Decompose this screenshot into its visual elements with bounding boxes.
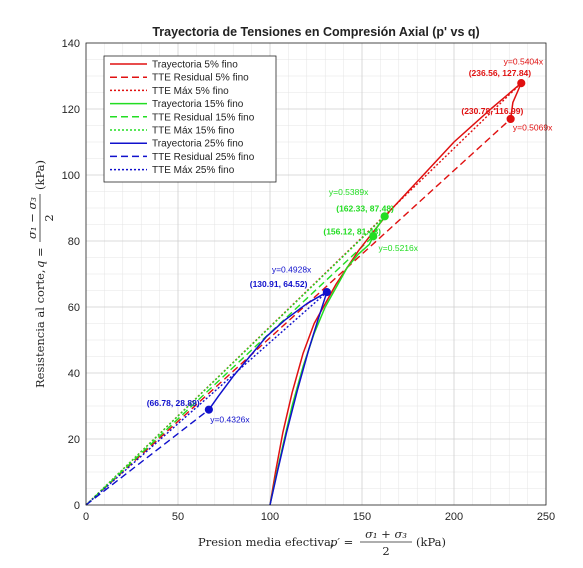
legend-entry: Trayectoria 25% fino [152,139,244,150]
series-line [85,409,210,506]
tick-labels: 0 50 100 150 200 250 0 20 40 60 80 100 120 140 [62,38,556,523]
y-axis-label-unit: (kPa) [33,160,47,190]
y-tick-label: 100 [62,170,80,182]
y-tick-label: 80 [68,236,80,248]
y-tick-label: 120 [62,104,80,116]
x-axis-label-unit: (kPa) [416,535,446,549]
y-axis-label-prefix: Resistencia al corte, [33,269,47,388]
series-line [85,118,512,506]
annotations: y=0.5404x (236.56, 127.84) (230.78, 116.99… [147,56,553,424]
x-tick-label: 150 [353,511,371,523]
y-tick-label: 20 [68,434,80,446]
data-point-marker [369,232,378,241]
plot-frame [85,42,547,506]
y-axis-label: Resistencia al corte, q = σ₁ − σ₃ 2 (kPa… [25,160,56,388]
data-label: y=0.5389x [329,187,369,197]
legend-entry: TTE Máx 15% fino [152,126,235,137]
data-point-marker [517,79,526,88]
y-tick-label: 140 [62,38,80,50]
legend-entry: TTE Residual 25% fino [152,152,255,163]
data-label: (236.56, 127.84) [469,68,532,78]
data-label: (156.12, 81.43) [323,226,381,236]
chart-title: Trayectoria de Tensiones en Compresión A… [152,25,479,39]
x-tick-label: 200 [445,511,463,523]
x-tick-label: 250 [537,511,555,523]
legend-entry: TTE Máx 25% fino [152,165,235,176]
y-tick-label: 40 [68,368,80,380]
x-axis-label-symbol: p′ = [330,535,353,549]
series-line [85,215,386,506]
series-lines [85,82,523,506]
x-tick-label: 100 [261,511,279,523]
data-label: (66.78, 28.89) [147,398,200,408]
legend-entry: TTE Residual 5% fino [152,73,249,84]
y-axis-label-numerator: σ₁ − σ₃ [25,197,39,239]
legend-entry: Trayectoria 15% fino [152,99,244,110]
data-label: y=0.5216x [379,243,419,253]
x-tick-label: 0 [83,511,89,523]
series-line [208,291,328,506]
data-label: (162.33, 87.48) [336,203,394,213]
data-point-marker [322,287,331,297]
x-axis-label: Presion media efectiva, p′ = σ₁ + σ₃ 2 (… [198,527,446,558]
data-markers [204,79,526,414]
y-axis-label-symbol: q = [33,247,47,268]
data-label: (130.91, 64.52) [250,279,308,289]
data-label: y=0.4928x [272,264,312,274]
data-label: y=0.5404x [504,56,544,66]
y-tick-label: 60 [68,302,80,314]
y-tick-label: 0 [74,500,80,512]
series-line [269,82,523,506]
x-tick-label: 50 [172,511,184,523]
data-label: y=0.4326x [210,415,250,425]
legend-entry: Trayectoria 5% fino [152,60,238,71]
data-point-marker [380,212,389,221]
x-axis-label-numerator: σ₁ + σ₃ [365,527,407,541]
legend-entry: TTE Residual 15% fino [152,112,255,123]
data-point-marker [506,114,515,124]
series-line [85,291,328,506]
y-axis-label-denominator: 2 [42,214,56,221]
x-axis-label-denominator: 2 [382,544,389,558]
legend-entry: TTE Máx 5% fino [152,86,229,97]
data-label: y=0.5069x [513,122,553,132]
data-label: (230.78, 116.99) [461,106,523,116]
legend: Trayectoria 5% fino TTE Residual 5% fino T… [103,55,277,183]
data-point-marker [204,405,213,414]
x-axis-label-prefix: Presion media efectiva, [198,535,334,549]
